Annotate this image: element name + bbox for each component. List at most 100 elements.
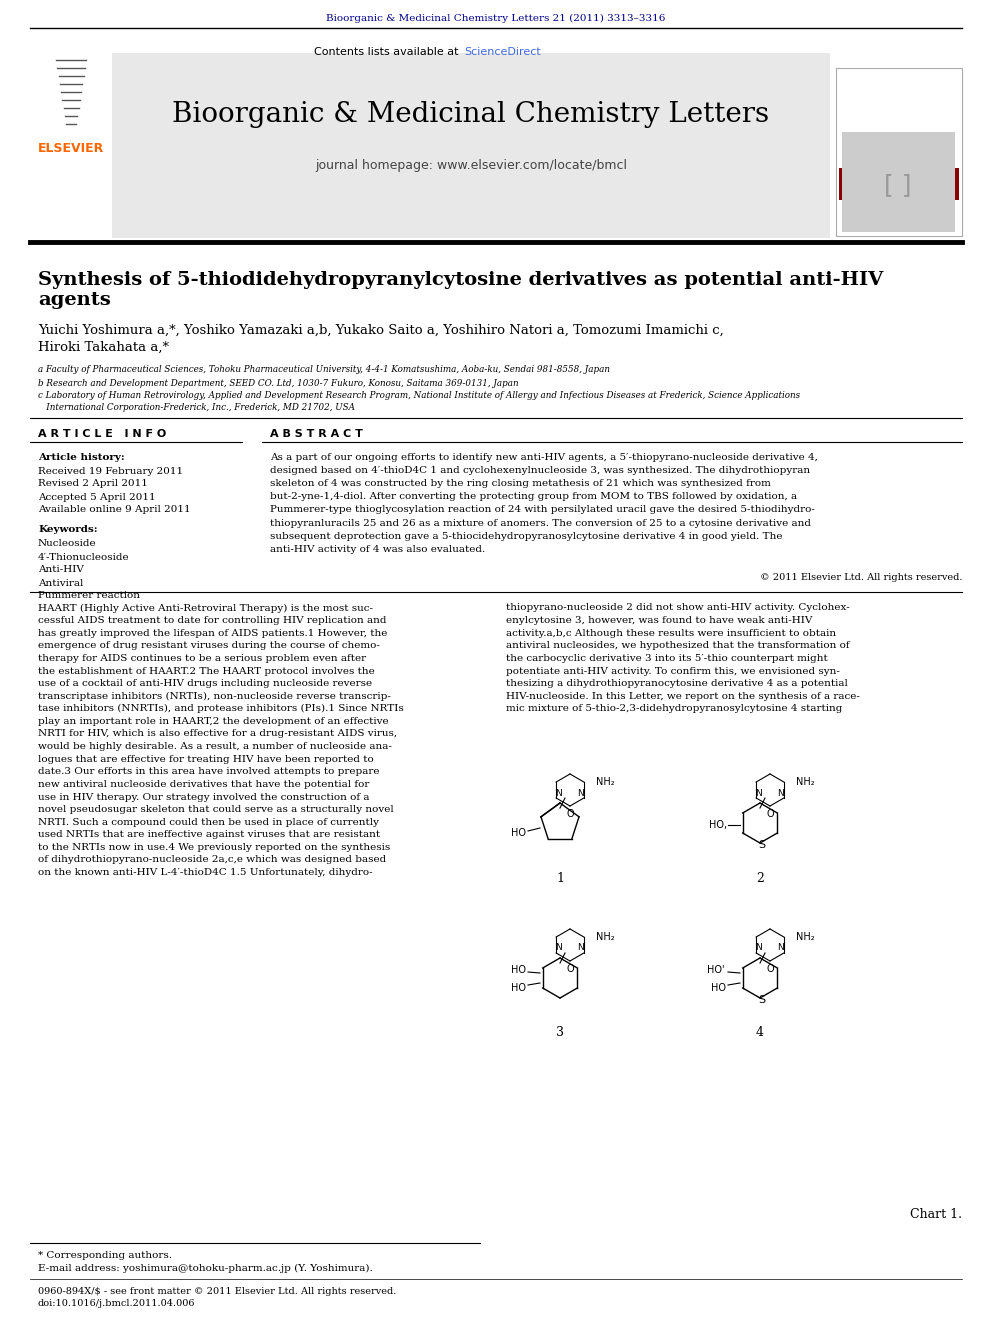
Text: the carbocyclic derivative 3 into its 5′-thio counterpart might: the carbocyclic derivative 3 into its 5′…	[506, 654, 827, 663]
Text: Received 19 February 2011: Received 19 February 2011	[38, 467, 184, 475]
Text: Yuichi Yoshimura a,*, Yoshiko Yamazaki a,b, Yukako Saito a, Yoshihiro Natori a, : Yuichi Yoshimura a,*, Yoshiko Yamazaki a…	[38, 324, 724, 336]
Text: O: O	[566, 808, 573, 819]
Text: N: N	[576, 789, 583, 798]
Text: emergence of drug resistant viruses during the course of chemo-: emergence of drug resistant viruses duri…	[38, 642, 380, 651]
Text: Antiviral: Antiviral	[38, 578, 83, 587]
Text: the establishment of HAART.2 The HAART protocol involves the: the establishment of HAART.2 The HAART p…	[38, 667, 375, 676]
Text: b Research and Development Department, SEED CO. Ltd, 1030-7 Fukuro, Konosu, Sait: b Research and Development Department, S…	[38, 378, 519, 388]
Text: NH₂: NH₂	[796, 931, 814, 942]
Text: thiopyrano-nucleoside 2 did not show anti-HIV activity. Cyclohex-: thiopyrano-nucleoside 2 did not show ant…	[506, 603, 850, 613]
Text: As a part of our ongoing efforts to identify new anti-HIV agents, a 5′-thiopyran: As a part of our ongoing efforts to iden…	[270, 452, 817, 462]
Text: would be highly desirable. As a result, a number of nucleoside ana-: would be highly desirable. As a result, …	[38, 742, 392, 751]
Text: Pummerer-type thioglycosylation reaction of 24 with persilylated uracil gave the: Pummerer-type thioglycosylation reaction…	[270, 505, 814, 515]
Text: transcriptase inhibitors (NRTIs), non-nucleoside reverse transcrip-: transcriptase inhibitors (NRTIs), non-nu…	[38, 692, 391, 701]
Text: NRTI for HIV, which is also effective for a drug-resistant AIDS virus,: NRTI for HIV, which is also effective fo…	[38, 729, 397, 738]
Text: Hiroki Takahata a,*: Hiroki Takahata a,*	[38, 340, 169, 353]
Bar	[112, 53, 830, 238]
Text: 3: 3	[556, 1027, 564, 1040]
Text: of dihydrothiopyrano-nucleoside 2a,c,e which was designed based: of dihydrothiopyrano-nucleoside 2a,c,e w…	[38, 856, 386, 864]
Text: thesizing a dihydrothiopyranocytosine derivative 4 as a potential: thesizing a dihydrothiopyranocytosine de…	[506, 679, 848, 688]
Text: O: O	[566, 964, 573, 974]
Text: 2: 2	[756, 872, 764, 885]
Text: Keywords:: Keywords:	[38, 525, 97, 534]
Text: 4′-Thionucleoside: 4′-Thionucleoside	[38, 553, 130, 561]
Text: doi:10.1016/j.bmcl.2011.04.006: doi:10.1016/j.bmcl.2011.04.006	[38, 1299, 195, 1308]
Text: HO': HO'	[707, 964, 725, 975]
Text: HO: HO	[511, 983, 526, 994]
Text: activity.a,b,c Although these results were insufficient to obtain: activity.a,b,c Although these results we…	[506, 628, 836, 638]
Text: use in HIV therapy. Our strategy involved the construction of a: use in HIV therapy. Our strategy involve…	[38, 792, 369, 802]
Text: logues that are effective for treating HIV have been reported to: logues that are effective for treating H…	[38, 754, 374, 763]
Text: Available online 9 April 2011: Available online 9 April 2011	[38, 505, 190, 515]
Text: HO,: HO,	[709, 820, 727, 830]
Text: S: S	[759, 840, 766, 849]
Text: therapy for AIDS continues to be a serious problem even after: therapy for AIDS continues to be a serio…	[38, 654, 366, 663]
Text: NH₂: NH₂	[596, 931, 615, 942]
Text: S: S	[759, 995, 766, 1005]
Text: NH₂: NH₂	[596, 777, 615, 787]
Text: N: N	[576, 943, 583, 953]
Text: International Corporation-Frederick, Inc., Frederick, MD 21702, USA: International Corporation-Frederick, Inc…	[38, 404, 355, 413]
Text: skeleton of 4 was constructed by the ring closing metathesis of 21 which was syn: skeleton of 4 was constructed by the rin…	[270, 479, 771, 488]
Text: 0960-894X/$ - see front matter © 2011 Elsevier Ltd. All rights reserved.: 0960-894X/$ - see front matter © 2011 El…	[38, 1286, 397, 1295]
Bar	[842, 132, 955, 232]
Text: Revised 2 April 2011: Revised 2 April 2011	[38, 479, 148, 488]
Text: anti-HIV activity of 4 was also evaluated.: anti-HIV activity of 4 was also evaluate…	[270, 545, 485, 554]
Text: c Laboratory of Human Retrovirology, Applied and Development Research Program, N: c Laboratory of Human Retrovirology, App…	[38, 392, 801, 401]
Text: HIV-nucleoside. In this Letter, we report on the synthesis of a race-: HIV-nucleoside. In this Letter, we repor…	[506, 692, 860, 701]
Text: antiviral nucleosides, we hypothesized that the transformation of: antiviral nucleosides, we hypothesized t…	[506, 642, 849, 651]
Text: mic mixture of 5-thio-2,3-didehydropyranosylcytosine 4 starting: mic mixture of 5-thio-2,3-didehydropyran…	[506, 704, 842, 713]
Text: thiopyranluracils 25 and 26 as a mixture of anomers. The conversion of 25 to a c: thiopyranluracils 25 and 26 as a mixture…	[270, 519, 811, 528]
Text: enylcytosine 3, however, was found to have weak anti-HIV: enylcytosine 3, however, was found to ha…	[506, 617, 812, 624]
Text: potentiate anti-HIV activity. To confirm this, we envisioned syn-: potentiate anti-HIV activity. To confirm…	[506, 667, 840, 676]
Text: N: N	[777, 789, 784, 798]
Text: agents: agents	[38, 291, 111, 310]
Text: tase inhibitors (NNRTIs), and protease inhibitors (PIs).1 Since NRTIs: tase inhibitors (NNRTIs), and protease i…	[38, 704, 404, 713]
Text: date.3 Our efforts in this area have involved attempts to prepare: date.3 Our efforts in this area have inv…	[38, 767, 380, 777]
Text: 1: 1	[556, 872, 564, 885]
Text: ScienceDirect: ScienceDirect	[464, 48, 541, 57]
Text: NH₂: NH₂	[796, 777, 814, 787]
Text: N: N	[755, 943, 762, 953]
Text: N: N	[555, 789, 561, 798]
Text: Pummerer reaction: Pummerer reaction	[38, 591, 140, 601]
Text: Bioorganic & Medicinal Chemistry Letters 21 (2011) 3313–3316: Bioorganic & Medicinal Chemistry Letters…	[326, 13, 666, 22]
Text: designed based on 4′-thioD4C 1 and cyclohexenylnucleoside 3, was synthesized. Th: designed based on 4′-thioD4C 1 and cyclo…	[270, 466, 810, 475]
Text: NRTI. Such a compound could then be used in place of currently: NRTI. Such a compound could then be used…	[38, 818, 379, 827]
Bar	[839, 168, 959, 200]
Text: N: N	[777, 943, 784, 953]
Text: new antiviral nucleoside derivatives that have the potential for: new antiviral nucleoside derivatives tha…	[38, 779, 369, 789]
Text: HO: HO	[710, 983, 725, 994]
Bar	[30, 60, 112, 238]
Text: N: N	[755, 789, 762, 798]
Text: cessful AIDS treatment to date for controlling HIV replication and: cessful AIDS treatment to date for contr…	[38, 617, 387, 624]
Text: novel pseudosugar skeleton that could serve as a structurally novel: novel pseudosugar skeleton that could se…	[38, 806, 394, 814]
Text: HAART (Highly Active Anti-Retroviral Therapy) is the most suc-: HAART (Highly Active Anti-Retroviral The…	[38, 603, 373, 613]
Text: 4: 4	[756, 1027, 764, 1040]
Text: Contents lists available at: Contents lists available at	[314, 48, 462, 57]
Text: use of a cocktail of anti-HIV drugs including nucleoside reverse: use of a cocktail of anti-HIV drugs incl…	[38, 679, 372, 688]
Text: © 2011 Elsevier Ltd. All rights reserved.: © 2011 Elsevier Ltd. All rights reserved…	[760, 573, 962, 582]
Text: Accepted 5 April 2011: Accepted 5 April 2011	[38, 492, 156, 501]
Text: on the known anti-HIV L-4′-thioD4C 1.5 Unfortunately, dihydro-: on the known anti-HIV L-4′-thioD4C 1.5 U…	[38, 868, 373, 877]
Text: Synthesis of 5-thiodidehydropyranylcytosine derivatives as potential anti-HIV: Synthesis of 5-thiodidehydropyranylcytos…	[38, 271, 883, 288]
Text: E-mail address: yoshimura@tohoku-pharm.ac.jp (Y. Yoshimura).: E-mail address: yoshimura@tohoku-pharm.a…	[38, 1263, 373, 1273]
Text: HO: HO	[511, 828, 526, 837]
Text: Chart 1.: Chart 1.	[910, 1208, 962, 1221]
Text: A B S T R A C T: A B S T R A C T	[270, 429, 363, 439]
Text: O: O	[766, 964, 774, 974]
Text: * Corresponding authors.: * Corresponding authors.	[38, 1250, 172, 1259]
Text: has greatly improved the lifespan of AIDS patients.1 However, the: has greatly improved the lifespan of AID…	[38, 628, 387, 638]
Text: but-2-yne-1,4-diol. After converting the protecting group from MOM to TBS follow: but-2-yne-1,4-diol. After converting the…	[270, 492, 798, 501]
Text: a Faculty of Pharmaceutical Sciences, Tohoku Pharmaceutical University, 4-4-1 Ko: a Faculty of Pharmaceutical Sciences, To…	[38, 365, 610, 374]
Text: A R T I C L E   I N F O: A R T I C L E I N F O	[38, 429, 167, 439]
Text: play an important role in HAART,2 the development of an effective: play an important role in HAART,2 the de…	[38, 717, 389, 726]
Text: Bioorganic & Medicinal Chemistry Letters: Bioorganic & Medicinal Chemistry Letters	[173, 102, 770, 128]
Text: O: O	[766, 808, 774, 819]
Bar	[836, 67, 962, 235]
Text: to the NRTIs now in use.4 We previously reported on the synthesis: to the NRTIs now in use.4 We previously …	[38, 843, 390, 852]
Text: N: N	[555, 943, 561, 953]
Text: ELSEVIER: ELSEVIER	[38, 142, 104, 155]
Text: subsequent deprotection gave a 5-thiocidehydropyranosylcytosine derivative 4 in : subsequent deprotection gave a 5-thiocid…	[270, 532, 783, 541]
Text: HO: HO	[511, 964, 526, 975]
